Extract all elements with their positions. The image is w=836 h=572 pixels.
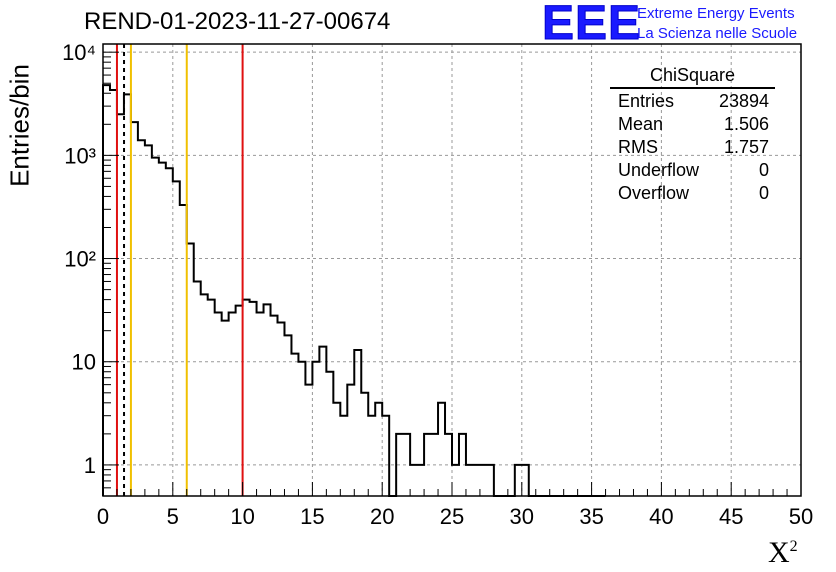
stats-value: 0 xyxy=(758,183,769,203)
histogram-bin xyxy=(347,385,354,496)
stats-box-title: ChiSquare xyxy=(610,65,775,89)
histogram-title: REND-01-2023-11-27-00674 xyxy=(84,8,391,35)
x-tick-label: 30 xyxy=(510,504,534,529)
histogram-bin xyxy=(326,372,333,496)
histogram-bin xyxy=(208,300,215,496)
stats-row: Underflow 0 xyxy=(610,159,775,182)
histogram-bin xyxy=(166,168,173,496)
eee-logo: EEE xyxy=(541,0,642,50)
histogram-bin xyxy=(410,465,417,496)
histogram-bin xyxy=(333,403,340,496)
histogram-bin xyxy=(278,323,285,496)
x-tick-label: 10 xyxy=(230,504,254,529)
y-tick-label: 10³ xyxy=(64,143,96,168)
histogram-bin xyxy=(382,416,389,496)
histogram-bin xyxy=(305,385,312,496)
histogram-bin xyxy=(117,114,124,496)
histogram-bin xyxy=(515,465,522,496)
histogram-bin xyxy=(250,302,257,496)
histogram-bin xyxy=(438,403,445,496)
histogram-bin xyxy=(445,434,452,496)
histogram-bin xyxy=(354,350,361,496)
x-tick-label: 50 xyxy=(789,504,813,529)
logo-line-2: La Scienza nelle Scuole xyxy=(637,25,798,42)
y-axis-label: Entries/bin xyxy=(4,64,35,187)
y-tick-label: 10⁴ xyxy=(62,40,96,65)
logo-line-1: Extreme Energy Events xyxy=(637,5,795,22)
histogram-bin xyxy=(473,465,480,496)
stats-value: 1.757 xyxy=(723,137,769,157)
stats-value: 1.506 xyxy=(723,114,769,134)
histogram-bin xyxy=(319,347,326,496)
histogram-bin xyxy=(173,181,180,496)
histogram-bin xyxy=(466,465,473,496)
histogram-bin xyxy=(284,335,291,496)
histogram-bin xyxy=(201,294,208,496)
stats-row: Overflow 0 xyxy=(610,182,775,205)
x-tick-label: 5 xyxy=(167,504,179,529)
histogram-bin xyxy=(340,416,347,496)
histogram-bin xyxy=(138,140,145,496)
x-axis-label: X2 xyxy=(768,536,798,569)
histogram-bin xyxy=(417,465,424,496)
stats-row: Mean 1.506 xyxy=(610,113,775,136)
histogram-bin xyxy=(187,243,194,496)
y-tick-label: 10² xyxy=(64,247,96,272)
stats-label: RMS xyxy=(618,137,658,157)
histogram-bin xyxy=(480,465,487,496)
histogram-bin xyxy=(215,313,222,496)
histogram-bin xyxy=(452,465,459,496)
histogram-bin xyxy=(145,145,152,496)
histogram-bin xyxy=(522,465,529,496)
x-tick-label: 0 xyxy=(97,504,109,529)
histogram-bin xyxy=(291,354,298,496)
stats-value: 0 xyxy=(758,160,769,180)
histogram-bin xyxy=(229,313,236,496)
histogram-series xyxy=(102,84,606,497)
histogram-bin xyxy=(236,306,243,496)
histogram-bin xyxy=(194,281,201,496)
histogram-bin xyxy=(424,434,431,496)
histogram-bin xyxy=(312,362,319,496)
x-tick-label: 15 xyxy=(300,504,324,529)
x-tick-label: 20 xyxy=(370,504,394,529)
histogram-bin xyxy=(257,313,264,496)
histogram-bin xyxy=(110,90,117,496)
histogram-bin xyxy=(271,316,278,496)
x-tick-label: 40 xyxy=(649,504,673,529)
y-tick-label: 10 xyxy=(72,350,96,375)
stats-label: Underflow xyxy=(618,160,700,180)
histogram-bin xyxy=(298,362,305,496)
stats-box: ChiSquare Entries 23894 Mean 1.506 RMS 1… xyxy=(610,65,775,205)
histogram-bin xyxy=(131,122,138,496)
histogram-bin xyxy=(159,163,166,496)
x-tick-label: 35 xyxy=(579,504,603,529)
histogram-bin xyxy=(396,434,403,496)
stats-label: Overflow xyxy=(618,183,690,203)
histogram-bin xyxy=(243,300,250,496)
histogram-bin xyxy=(361,393,368,496)
histogram-bin xyxy=(459,434,466,496)
stats-label: Mean xyxy=(618,114,664,134)
histogram-bin xyxy=(264,304,271,496)
stats-label: Entries xyxy=(618,91,675,111)
x-tick-label: 45 xyxy=(719,504,743,529)
stats-value: 23894 xyxy=(718,91,769,111)
histogram-bin xyxy=(368,416,375,496)
stats-row: RMS 1.757 xyxy=(610,136,775,159)
histogram-bin xyxy=(403,434,410,496)
histogram-bin xyxy=(375,403,382,496)
histogram-bin xyxy=(431,434,438,496)
x-tick-label: 25 xyxy=(440,504,464,529)
histogram-bin xyxy=(222,321,229,496)
histogram-bin xyxy=(487,465,494,496)
y-tick-label: 1 xyxy=(84,453,96,478)
histogram-bin xyxy=(180,205,187,496)
histogram-bin xyxy=(152,158,159,496)
stats-row: Entries 23894 xyxy=(610,90,775,113)
